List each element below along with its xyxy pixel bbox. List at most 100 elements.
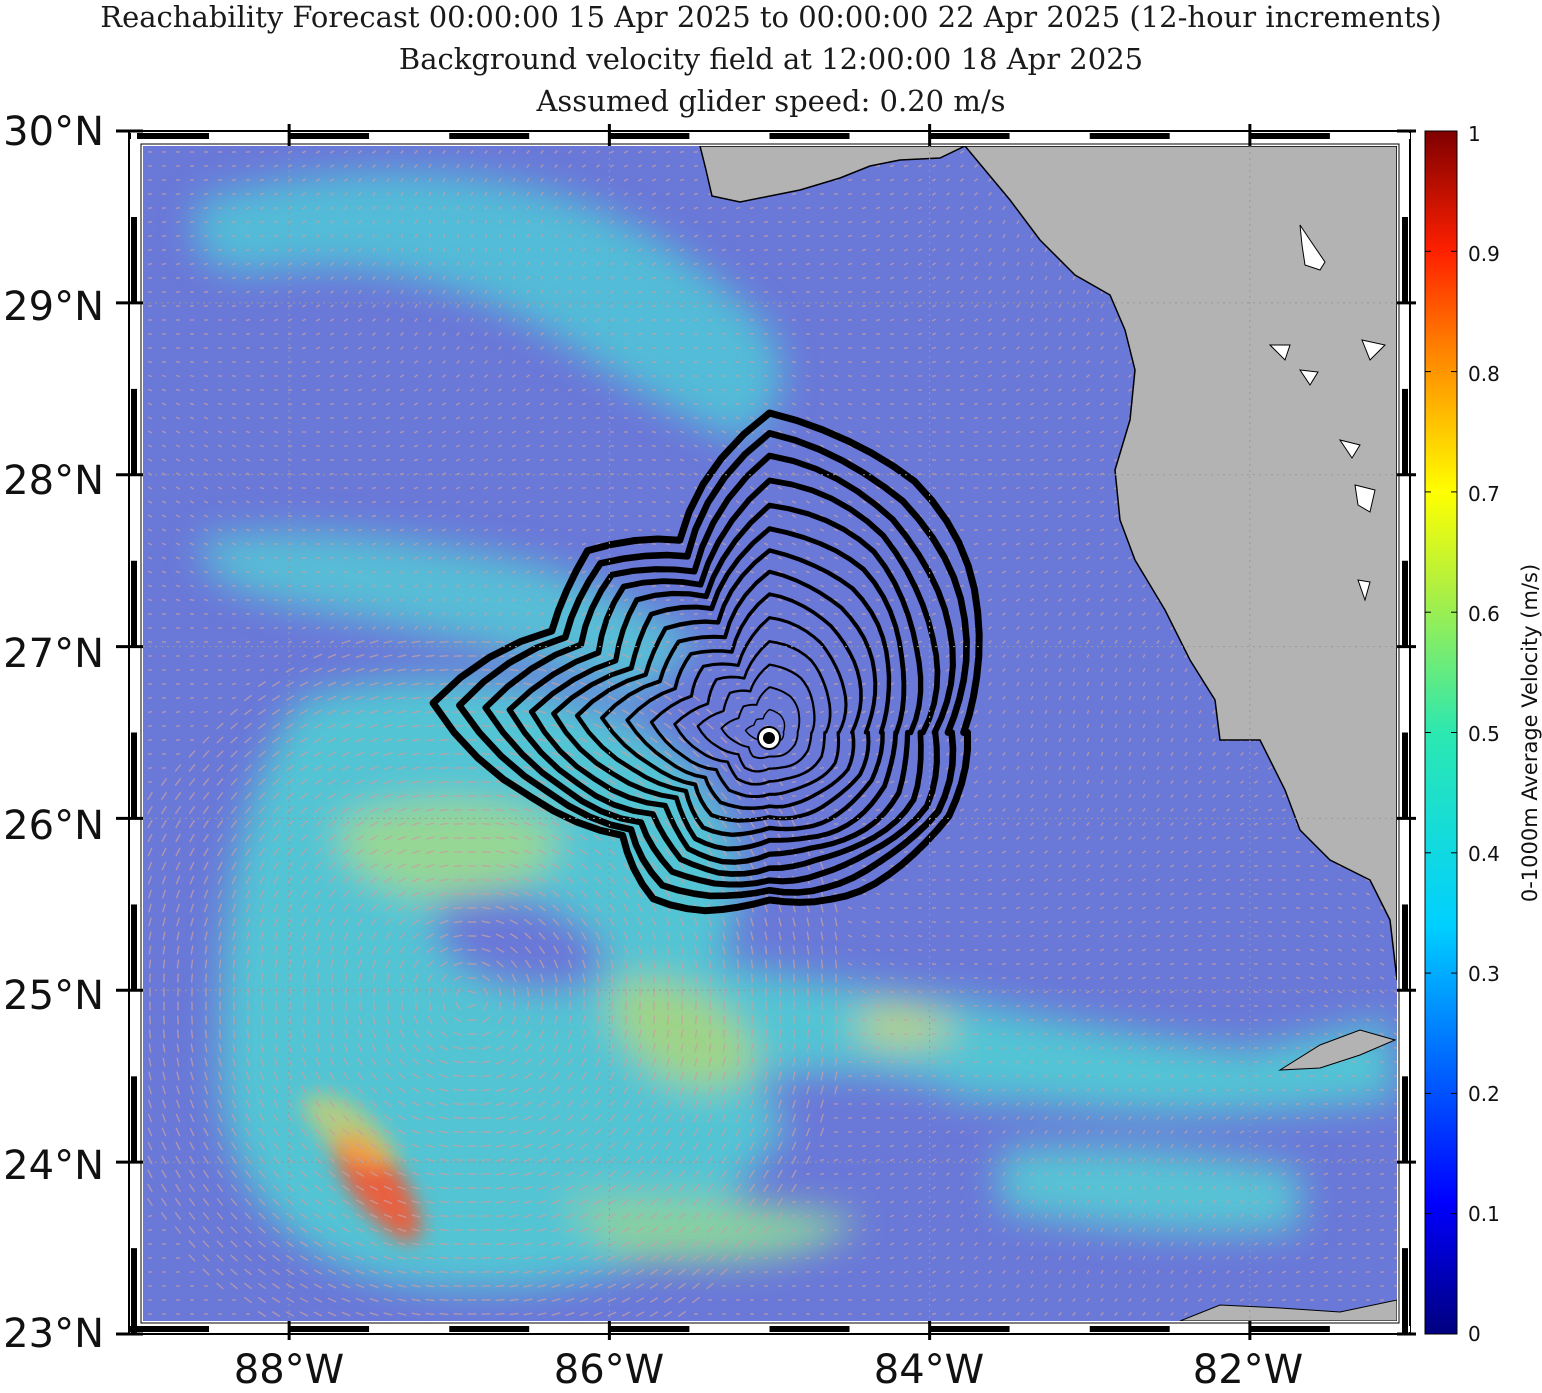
velocity-arrow <box>386 460 390 461</box>
velocity-arrow <box>274 544 278 545</box>
velocity-arrow <box>190 194 194 195</box>
velocity-arrow <box>668 1016 669 1025</box>
velocity-arrow <box>708 404 712 405</box>
velocity-arrow <box>834 1272 838 1273</box>
velocity-arrow <box>820 698 824 699</box>
velocity-arrow <box>218 698 222 699</box>
velocity-arrow <box>862 1062 866 1063</box>
velocity-arrow <box>190 278 194 279</box>
velocity-arrow <box>848 796 852 797</box>
velocity-arrow <box>778 264 782 265</box>
velocity-arrow <box>932 852 936 853</box>
velocity-arrow <box>820 250 824 251</box>
velocity-arrow <box>344 530 348 531</box>
velocity-arrow <box>176 208 180 209</box>
velocity-arrow <box>290 974 291 983</box>
velocity-arrow <box>806 712 810 713</box>
velocity-arrow <box>834 1174 838 1175</box>
velocity-arrow <box>568 516 572 517</box>
velocity-arrow <box>454 1146 463 1147</box>
velocity-arrow <box>834 376 838 377</box>
velocity-arrow <box>372 516 376 517</box>
velocity-arrow <box>416 1002 417 1011</box>
velocity-arrow <box>806 250 810 251</box>
velocity-arrow <box>890 558 894 559</box>
velocity-arrow <box>736 600 740 601</box>
velocity-arrow <box>932 474 936 475</box>
velocity-arrow <box>890 334 894 335</box>
velocity-arrow <box>148 376 152 377</box>
velocity-arrow <box>764 376 768 377</box>
velocity-arrow <box>890 810 894 811</box>
velocity-arrow <box>750 222 754 223</box>
velocity-arrow <box>302 488 306 489</box>
velocity-arrow <box>764 208 768 209</box>
velocity-arrow <box>148 1230 152 1231</box>
velocity-arrow <box>834 236 838 237</box>
velocity-arrow <box>960 418 964 419</box>
velocity-arrow <box>904 922 908 923</box>
velocity-arrow <box>778 376 782 377</box>
velocity-arrow <box>358 502 362 503</box>
velocity-arrow <box>246 572 250 573</box>
velocity-arrow <box>596 558 600 559</box>
velocity-arrow <box>792 264 796 265</box>
velocity-arrow <box>932 1076 936 1077</box>
velocity-arrow <box>792 250 796 251</box>
velocity-arrow <box>388 988 389 997</box>
velocity-arrow <box>904 1006 908 1007</box>
velocity-arrow <box>496 1314 505 1315</box>
velocity-arrow <box>218 292 222 293</box>
velocity-arrow <box>918 964 922 965</box>
velocity-arrow <box>736 236 740 237</box>
velocity-arrow <box>738 974 739 983</box>
velocity-arrow <box>232 656 236 657</box>
velocity-arrow <box>274 446 278 447</box>
velocity-arrow <box>792 1230 796 1231</box>
velocity-arrow <box>808 960 809 969</box>
velocity-arrow <box>876 404 880 405</box>
velocity-arrow <box>806 1244 810 1245</box>
velocity-arrow <box>468 1034 477 1035</box>
velocity-arrow <box>848 1062 852 1063</box>
velocity-arrow <box>806 698 810 699</box>
velocity-arrow <box>542 1002 543 1011</box>
velocity-arrow <box>584 988 585 997</box>
velocity-arrow <box>528 1002 529 1011</box>
velocity-arrow <box>304 1016 305 1025</box>
velocity-arrow <box>750 292 754 293</box>
velocity-arrow <box>218 586 222 587</box>
velocity-arrow <box>218 208 222 209</box>
velocity-arrow <box>806 614 810 615</box>
velocity-arrow <box>218 684 222 685</box>
velocity-arrow <box>454 1160 463 1161</box>
velocity-arrow <box>426 656 435 657</box>
velocity-arrow <box>946 1062 950 1063</box>
velocity-arrow <box>164 1016 165 1025</box>
velocity-arrow <box>162 208 166 209</box>
velocity-arrow <box>820 1258 824 1259</box>
velocity-arrow <box>652 502 656 503</box>
velocity-arrow <box>454 894 463 895</box>
velocity-arrow <box>176 1258 180 1259</box>
velocity-arrow <box>848 180 852 181</box>
velocity-arrow <box>582 544 586 545</box>
velocity-arrow <box>204 586 208 587</box>
velocity-arrow <box>482 1174 491 1175</box>
velocity-arrow <box>792 1244 796 1245</box>
velocity-arrow <box>246 152 250 153</box>
velocity-arrow <box>736 376 740 377</box>
velocity-arrow <box>904 446 908 447</box>
velocity-arrow <box>178 1016 179 1025</box>
velocity-arrow <box>834 250 838 251</box>
velocity-arrow <box>482 1146 491 1147</box>
velocity-arrow <box>750 600 754 601</box>
velocity-arrow <box>680 166 684 167</box>
velocity-arrow <box>848 1076 852 1077</box>
velocity-arrow <box>890 418 894 419</box>
velocity-arrow <box>568 502 572 503</box>
velocity-arrow <box>836 1030 837 1039</box>
velocity-arrow <box>834 390 838 391</box>
velocity-arrow <box>778 362 782 363</box>
